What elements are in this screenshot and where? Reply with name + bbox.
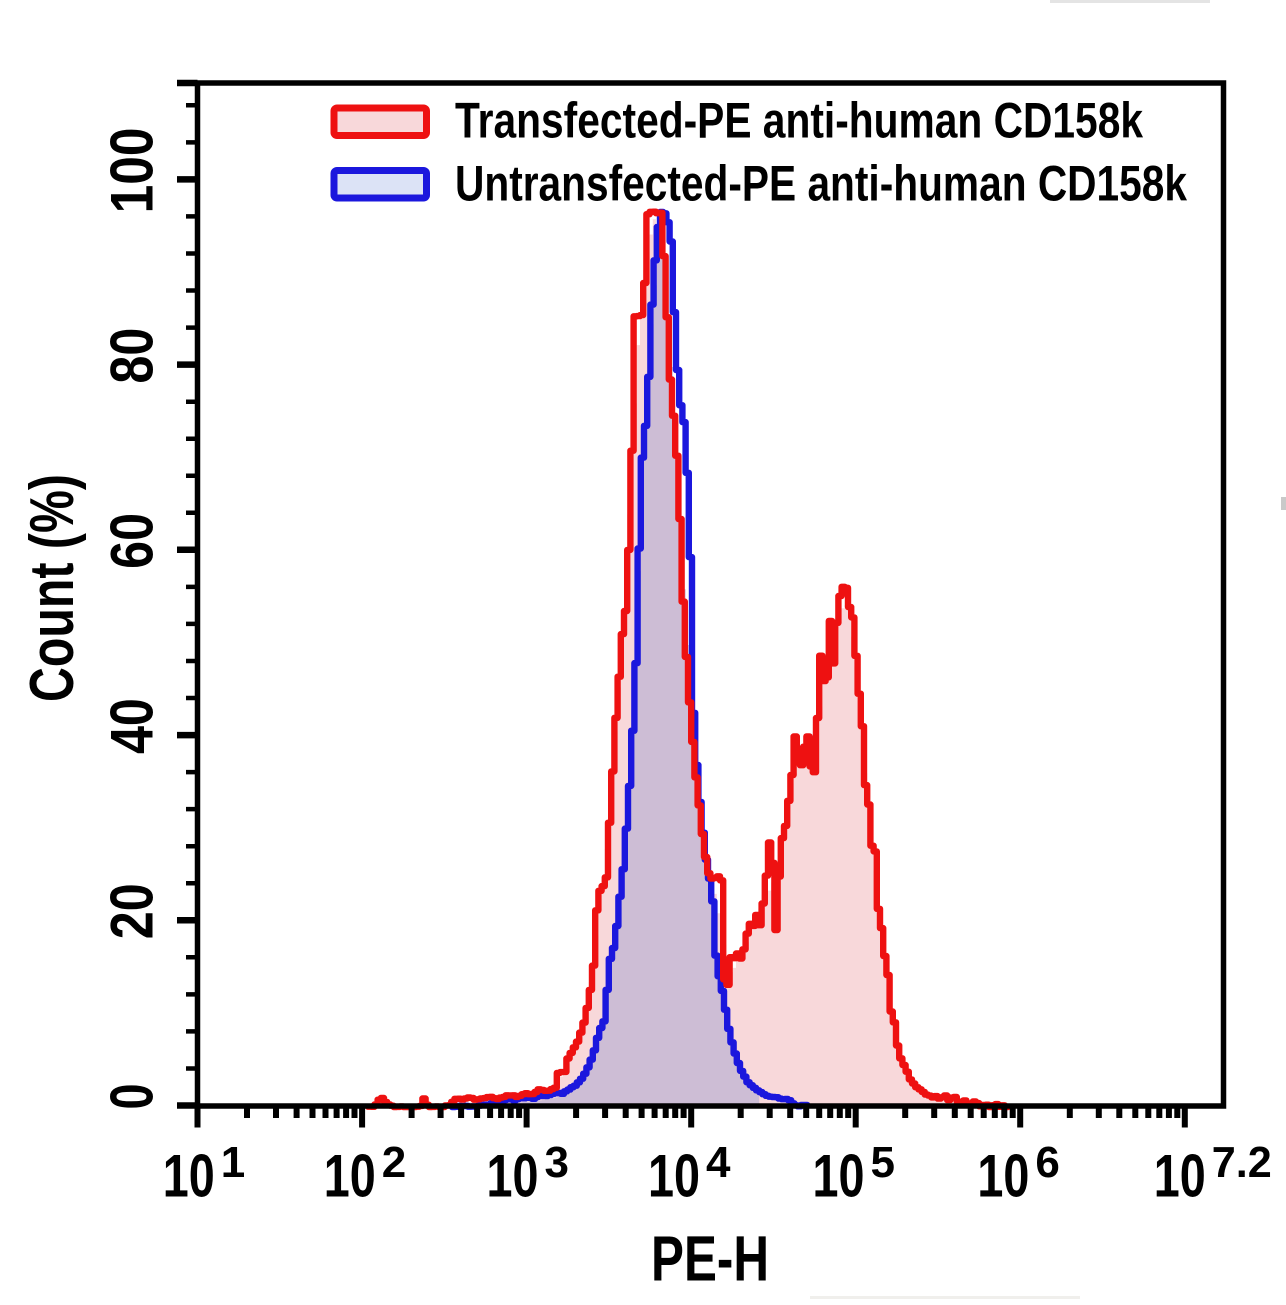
- svg-text:7.2: 7.2: [1212, 1138, 1272, 1187]
- svg-text:0: 0: [99, 1084, 166, 1110]
- svg-text:3: 3: [545, 1138, 569, 1187]
- svg-text:40: 40: [99, 698, 166, 754]
- svg-text:Transfected-PE anti-human CD15: Transfected-PE anti-human CD158k: [455, 93, 1143, 149]
- svg-text:10: 10: [487, 1143, 539, 1210]
- svg-text:2: 2: [382, 1138, 406, 1187]
- svg-text:10: 10: [163, 1143, 215, 1210]
- svg-text:10: 10: [324, 1143, 376, 1210]
- svg-text:5: 5: [871, 1138, 895, 1187]
- svg-text:80: 80: [99, 328, 166, 384]
- svg-text:Untransfected-PE anti-human CD: Untransfected-PE anti-human CD158k: [455, 156, 1187, 212]
- svg-text:60: 60: [99, 513, 166, 569]
- svg-text:4: 4: [706, 1138, 731, 1187]
- svg-text:Count (%): Count (%): [18, 474, 87, 702]
- svg-text:6: 6: [1035, 1138, 1059, 1187]
- svg-text:PE-H: PE-H: [651, 1223, 769, 1295]
- svg-text:10: 10: [648, 1143, 700, 1210]
- svg-text:10: 10: [1154, 1143, 1206, 1210]
- svg-text:20: 20: [99, 883, 166, 939]
- svg-text:10: 10: [977, 1143, 1029, 1210]
- svg-text:1: 1: [221, 1138, 245, 1187]
- svg-text:10: 10: [813, 1143, 865, 1210]
- svg-text:100: 100: [99, 127, 166, 213]
